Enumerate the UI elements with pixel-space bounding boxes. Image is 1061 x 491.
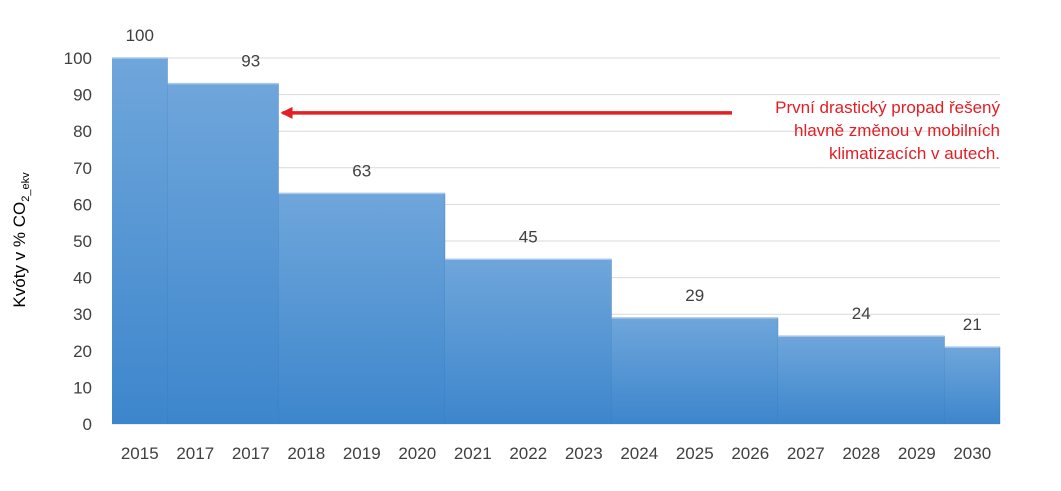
x-tick-label: 2017 bbox=[176, 444, 214, 463]
x-tick-label: 2029 bbox=[898, 444, 936, 463]
value-labels: 100 93 63 45 29 24 21 bbox=[126, 26, 982, 334]
bar bbox=[944, 347, 1000, 424]
value-label: 93 bbox=[241, 52, 260, 71]
y-tick-label: 50 bbox=[73, 232, 92, 251]
x-tick-label: 2024 bbox=[620, 444, 658, 463]
bar bbox=[167, 83, 279, 425]
y-axis-label: Kvóty v % CO2_ekv bbox=[10, 172, 32, 308]
x-tick-label: 2028 bbox=[842, 444, 880, 463]
x-tick-label: 2018 bbox=[287, 444, 325, 463]
bar bbox=[778, 336, 945, 424]
y-tick-label: 30 bbox=[73, 305, 92, 324]
x-tick-label: 2020 bbox=[398, 444, 436, 463]
y-tick-label: 40 bbox=[73, 269, 92, 288]
annotation-text: První drastický propad řešený hlavně změn… bbox=[775, 98, 1000, 163]
x-tick-label: 2023 bbox=[565, 444, 603, 463]
y-tick-label: 60 bbox=[73, 195, 92, 214]
x-tick-label: 2017 bbox=[232, 444, 270, 463]
bar bbox=[611, 317, 778, 424]
y-tick-label: 0 bbox=[83, 415, 92, 434]
bar bbox=[445, 259, 612, 424]
annotation-line: hlavně změnou v mobilních bbox=[794, 121, 1000, 140]
bars bbox=[112, 57, 1001, 425]
x-tick-label: 2027 bbox=[787, 444, 825, 463]
bar bbox=[278, 193, 445, 424]
value-label: 21 bbox=[963, 315, 982, 334]
x-tick-label: 2030 bbox=[953, 444, 991, 463]
value-label: 63 bbox=[352, 161, 371, 180]
bar bbox=[112, 58, 168, 424]
x-axis-ticks: 2015 2017 2017 2018 2019 2020 2021 2022 2023 2024… bbox=[121, 444, 991, 463]
annotation: První drastický propad řešený hlavně změn… bbox=[280, 98, 1000, 163]
x-tick-label: 2021 bbox=[454, 444, 492, 463]
value-label: 24 bbox=[852, 304, 871, 323]
y-tick-label: 80 bbox=[73, 122, 92, 141]
y-axis-ticks: 0 10 20 30 40 50 60 70 80 90 100 bbox=[64, 49, 92, 434]
annotation-line: První drastický propad řešený bbox=[775, 98, 1000, 117]
x-tick-label: 2022 bbox=[509, 444, 547, 463]
x-tick-label: 2026 bbox=[731, 444, 769, 463]
value-label: 100 bbox=[126, 26, 154, 45]
x-tick-label: 2019 bbox=[343, 444, 381, 463]
y-tick-label: 20 bbox=[73, 342, 92, 361]
x-tick-label: 2025 bbox=[676, 444, 714, 463]
y-tick-label: 100 bbox=[64, 49, 92, 68]
y-tick-label: 10 bbox=[73, 378, 92, 397]
annotation-line: klimatizacích v autech. bbox=[829, 144, 1000, 163]
value-label: 29 bbox=[685, 286, 704, 305]
x-tick-label: 2015 bbox=[121, 444, 159, 463]
value-label: 45 bbox=[519, 227, 538, 246]
y-tick-label: 90 bbox=[73, 86, 92, 105]
y-tick-label: 70 bbox=[73, 159, 92, 178]
